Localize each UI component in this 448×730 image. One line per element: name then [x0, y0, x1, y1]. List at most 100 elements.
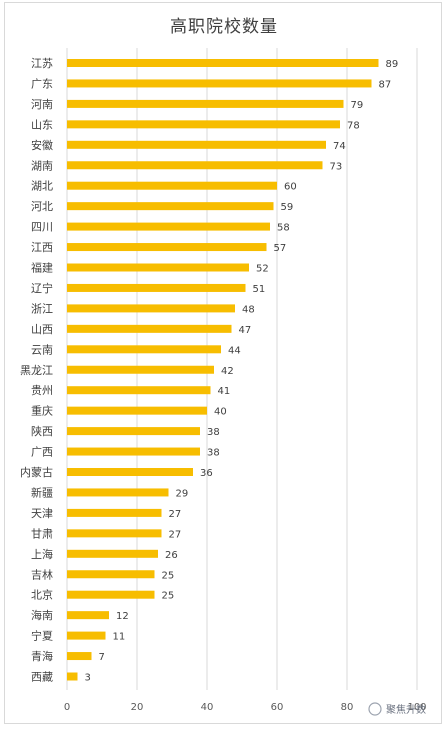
bar — [67, 140, 326, 149]
category-label: 青海 — [31, 649, 53, 663]
x-tick-label: 40 — [201, 702, 214, 713]
value-label: 38 — [207, 427, 220, 438]
bar — [67, 529, 162, 538]
category-label: 上海 — [31, 547, 53, 561]
category-label: 黑龙江 — [20, 364, 53, 377]
watermark: 聚焦升数 — [368, 702, 426, 716]
category-label: 陕西 — [31, 424, 53, 438]
value-label: 60 — [284, 182, 297, 193]
value-label: 59 — [281, 202, 294, 213]
category-label: 新疆 — [31, 485, 53, 499]
value-label: 57 — [274, 243, 287, 254]
bar — [67, 652, 92, 661]
category-label: 重庆 — [31, 404, 53, 418]
bar — [67, 243, 267, 252]
value-label: 42 — [221, 366, 234, 377]
value-label: 51 — [253, 284, 266, 295]
category-label: 天津 — [31, 507, 53, 520]
category-label: 西藏 — [31, 671, 53, 684]
category-label: 广西 — [31, 446, 53, 459]
value-label: 25 — [162, 570, 175, 581]
value-label: 40 — [214, 407, 227, 418]
value-label: 3 — [85, 673, 91, 684]
value-label: 73 — [330, 161, 343, 172]
value-label: 29 — [176, 488, 189, 499]
category-label: 辽宁 — [31, 281, 53, 295]
x-axis-ticks: 0 20 40 60 80 100 — [64, 702, 427, 713]
category-label: 江西 — [31, 241, 53, 254]
category-label: 宁夏 — [31, 629, 53, 643]
bar — [67, 181, 277, 190]
bar — [67, 120, 340, 129]
category-label: 山东 — [31, 118, 53, 131]
bars — [67, 59, 379, 681]
category-label: 江苏 — [31, 57, 53, 70]
value-label: 25 — [162, 591, 175, 602]
category-label: 贵州 — [31, 384, 53, 397]
bar — [67, 345, 221, 354]
value-label: 36 — [200, 468, 213, 479]
bar — [67, 161, 323, 170]
category-label: 河南 — [31, 98, 53, 111]
bar — [67, 447, 200, 456]
value-label: 87 — [379, 79, 392, 90]
bar — [67, 99, 344, 108]
bar — [67, 590, 155, 599]
category-label: 四川 — [31, 221, 53, 234]
category-label: 河北 — [31, 200, 53, 213]
value-label: 74 — [333, 141, 346, 152]
bar — [67, 508, 162, 517]
value-label: 27 — [169, 529, 182, 540]
category-label: 海南 — [31, 608, 53, 622]
bar — [67, 202, 274, 211]
category-label: 吉林 — [31, 567, 53, 581]
category-label: 广东 — [31, 77, 53, 90]
category-label: 内蒙古 — [20, 465, 53, 479]
chart-title: 高职院校数量 — [170, 17, 278, 37]
bar — [67, 283, 246, 292]
category-label: 北京 — [31, 588, 53, 602]
bar — [67, 263, 249, 272]
bar — [67, 79, 372, 88]
value-label: 7 — [99, 652, 105, 663]
bar — [67, 386, 211, 395]
bar — [67, 304, 235, 313]
bar — [67, 222, 270, 231]
value-label: 12 — [116, 611, 129, 622]
value-label: 78 — [347, 120, 360, 131]
value-label: 48 — [242, 304, 255, 315]
category-label: 福建 — [31, 261, 53, 275]
value-label: 52 — [256, 264, 269, 275]
bar — [67, 549, 158, 558]
x-tick-label: 80 — [341, 702, 354, 713]
wechat-icon — [368, 702, 382, 716]
category-label: 云南 — [31, 343, 53, 356]
bar — [67, 611, 109, 620]
bar — [67, 59, 379, 67]
bar — [67, 570, 155, 579]
category-labels: 江苏广东河南山东安徽湖南湖北河北四川江西福建辽宁浙江山西云南黑龙江贵州重庆陕西广… — [20, 57, 53, 684]
bar — [67, 324, 232, 333]
category-label: 湖北 — [31, 180, 53, 193]
value-label: 89 — [386, 59, 399, 70]
value-label: 11 — [113, 632, 126, 643]
value-label: 47 — [239, 325, 252, 336]
bar — [67, 365, 214, 374]
category-label: 甘肃 — [31, 527, 53, 540]
category-label: 山西 — [31, 323, 53, 336]
value-label: 79 — [351, 100, 364, 111]
category-label: 安徽 — [31, 138, 53, 152]
bar — [67, 672, 78, 681]
category-label: 湖南 — [31, 159, 53, 172]
value-label: 38 — [207, 448, 220, 459]
x-tick-label: 0 — [64, 702, 70, 713]
bar — [67, 488, 169, 497]
x-tick-label: 100 — [407, 702, 426, 713]
value-label: 27 — [169, 509, 182, 520]
bar — [67, 468, 193, 476]
x-tick-label: 60 — [271, 702, 284, 713]
bar — [67, 427, 200, 436]
value-label: 44 — [228, 345, 241, 356]
